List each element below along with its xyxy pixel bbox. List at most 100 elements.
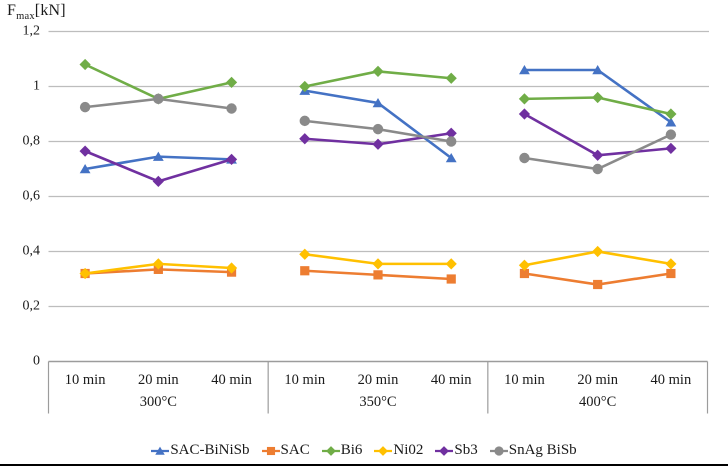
marker-circle [446, 136, 457, 147]
marker-circle [665, 129, 677, 140]
marker-triangle [592, 65, 604, 75]
marker-diamond [518, 108, 531, 120]
y-axis-title: Fmax[kN] [7, 2, 66, 23]
marker-diamond [378, 445, 389, 456]
legend-item-snag-bisb: SnAg BiSb [489, 442, 577, 459]
x-tick-label: 40 min [211, 372, 252, 388]
legend-item-ni02: Ni02 [374, 442, 423, 459]
legend-item-bi6: Bi6 [321, 442, 363, 459]
marker-diamond [225, 262, 238, 274]
triangle-legend-marker-icon [151, 446, 170, 455]
legend: SAC-BiNiSb SAC Bi6 Ni02 Sb3 SnAg BiSb [0, 442, 728, 459]
marker-diamond [325, 445, 336, 456]
marker-circle [494, 445, 504, 456]
legend-item-sac: SAC [261, 442, 310, 459]
y-tick-label: 0,2 [22, 298, 41, 314]
marker-diamond [372, 65, 384, 77]
legend-label: Sb3 [454, 442, 478, 458]
x-tick-label: 10 min [284, 372, 326, 388]
marker-diamond [299, 133, 311, 145]
marker-diamond [665, 258, 677, 270]
series-bi6 [79, 58, 677, 120]
marker-diamond [445, 72, 457, 84]
x-group-label: 400°C [579, 394, 617, 410]
marker-diamond [665, 108, 677, 120]
x-tick-label: 40 min [650, 372, 692, 388]
marker-diamond [592, 149, 604, 161]
marker-diamond [439, 445, 450, 456]
legend-label: Ni02 [393, 442, 424, 458]
marker-square [373, 270, 383, 280]
x-tick-label: 10 min [64, 372, 106, 388]
marker-diamond [299, 80, 311, 93]
x-tick-label: 20 min [577, 372, 618, 388]
marker-triangle [152, 151, 164, 161]
marker-square [266, 446, 275, 455]
legend-label: Bi6 [340, 442, 363, 458]
marker-circle [592, 163, 603, 175]
series-ni02 [79, 245, 677, 280]
marker-diamond [79, 267, 91, 280]
y-tick-label: 0,4 [22, 243, 41, 259]
x-tick-label: 20 min [357, 372, 399, 388]
marker-diamond [79, 58, 91, 71]
marker-triangle [665, 117, 677, 127]
marker-diamond [225, 76, 238, 88]
y-tick-label: 0,8 [22, 133, 41, 149]
y-tick-label: 1 [33, 78, 40, 94]
legend-item-sb3: Sb3 [435, 442, 478, 459]
y-tick-label: 0 [33, 353, 40, 369]
marker-circle [372, 123, 384, 135]
marker-diamond [518, 93, 531, 105]
x-tick-label: 40 min [430, 372, 472, 388]
marker-diamond [372, 258, 384, 270]
series-sb3 [79, 108, 677, 187]
marker-diamond [372, 138, 384, 150]
marker-circle [519, 152, 530, 164]
axis-title-subscript: max [16, 11, 35, 23]
diamond-legend-marker-icon [321, 445, 340, 456]
marker-triangle [79, 164, 91, 174]
marker-square [593, 279, 603, 290]
marker-circle [79, 101, 91, 113]
marker-triangle [445, 153, 457, 163]
circle-legend-marker-icon [489, 445, 508, 456]
series-sac-binisb [79, 65, 677, 174]
axis-title-unit: [kN] [34, 2, 66, 19]
marker-diamond [299, 248, 311, 260]
marker-circle [153, 93, 164, 105]
axis-title-symbol: F [7, 2, 17, 19]
legend-label: SnAg BiSb [508, 442, 577, 458]
marker-diamond [152, 175, 164, 187]
marker-square [300, 266, 310, 276]
marker-diamond [152, 258, 164, 270]
x-group-label: 300°C [139, 394, 177, 410]
series-line [523, 112, 672, 157]
marker-diamond [518, 259, 531, 271]
legend-item-sac-binisb: SAC-BiNiSb [151, 442, 250, 459]
marker-square [446, 274, 456, 284]
diamond-legend-marker-icon [374, 445, 393, 456]
marker-circle [299, 115, 310, 127]
x-group-label: 350°C [359, 394, 397, 410]
square-legend-marker-icon [261, 446, 280, 455]
marker-triangle [519, 65, 530, 75]
legend-label: SAC-BiNiSb [170, 442, 250, 458]
bottom-rule [0, 464, 728, 466]
marker-diamond [445, 127, 457, 139]
y-tick-label: 1,2 [22, 23, 41, 39]
x-tick-label: 10 min [504, 372, 545, 388]
marker-circle [226, 103, 237, 114]
marker-diamond [592, 245, 604, 258]
marker-diamond [592, 91, 604, 104]
marker-diamond [225, 153, 238, 165]
y-tick-label: 0,6 [22, 188, 41, 204]
series-snag-bisb [79, 93, 677, 175]
marker-diamond [445, 258, 457, 270]
marker-triangle [155, 446, 166, 455]
marker-square [519, 268, 530, 279]
x-tick-label: 20 min [137, 372, 179, 388]
marker-diamond [79, 145, 91, 157]
